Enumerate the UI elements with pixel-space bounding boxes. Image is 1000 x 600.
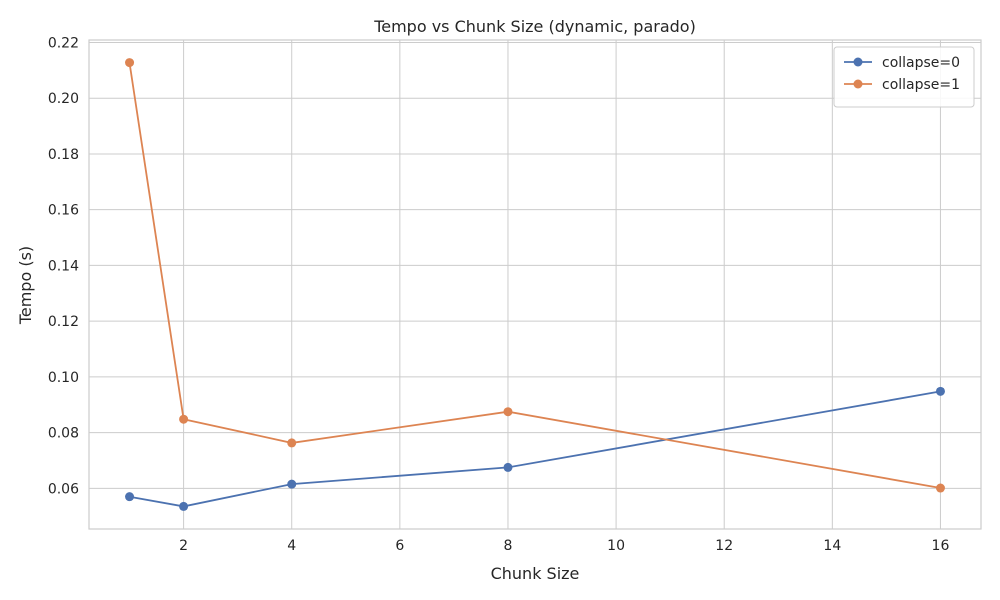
x-tick-label: 10 <box>607 538 625 554</box>
y-tick-label: 0.18 <box>48 147 79 163</box>
x-tick-label: 14 <box>823 538 841 554</box>
legend-item: collapse=0 <box>844 55 960 71</box>
plot-frame <box>88 39 982 530</box>
chart-title: Tempo vs Chunk Size (dynamic, parado) <box>373 17 696 36</box>
grid <box>89 40 981 529</box>
series-collapse=0 <box>125 386 945 511</box>
data-point <box>935 483 945 493</box>
x-tick-label: 2 <box>179 538 188 554</box>
x-tick-labels: 2 4 6 8 10 12 14 16 <box>179 538 949 554</box>
data-point <box>503 462 513 472</box>
x-axis-title: Chunk Size <box>491 564 580 583</box>
legend-item: collapse=1 <box>844 77 960 93</box>
y-tick-label: 0.22 <box>48 36 79 52</box>
legend-swatch-marker <box>853 57 863 67</box>
y-tick-label: 0.08 <box>48 426 79 442</box>
x-tick-label: 4 <box>287 538 296 554</box>
x-tick-label: 8 <box>504 538 513 554</box>
data-point <box>503 407 513 417</box>
data-point <box>179 414 189 424</box>
x-tick-label: 12 <box>715 538 733 554</box>
y-tick-label: 0.14 <box>48 258 79 274</box>
x-tick-label: 16 <box>932 538 950 554</box>
y-tick-label: 0.20 <box>48 91 79 107</box>
data-point <box>287 479 297 489</box>
y-tick-label: 0.10 <box>48 370 79 386</box>
legend: collapse=0 collapse=1 <box>833 46 975 108</box>
y-tick-label: 0.06 <box>48 481 79 497</box>
legend-swatch-marker <box>853 79 863 89</box>
data-point <box>125 58 135 68</box>
x-tick-label: 6 <box>395 538 404 554</box>
y-axis-title: Tempo (s) <box>16 246 35 325</box>
y-tick-labels: 0.06 0.08 0.10 0.12 0.14 0.16 0.18 0.20 0.22 <box>48 36 79 498</box>
y-tick-label: 0.12 <box>48 314 79 330</box>
series-layer <box>125 58 945 511</box>
legend-label: collapse=1 <box>882 77 960 93</box>
y-tick-label: 0.16 <box>48 203 79 219</box>
data-point <box>935 386 945 396</box>
data-point <box>179 501 189 511</box>
data-point <box>125 492 135 502</box>
data-point <box>287 438 297 448</box>
series-collapse=1 <box>125 58 945 493</box>
legend-label: collapse=0 <box>882 55 960 71</box>
